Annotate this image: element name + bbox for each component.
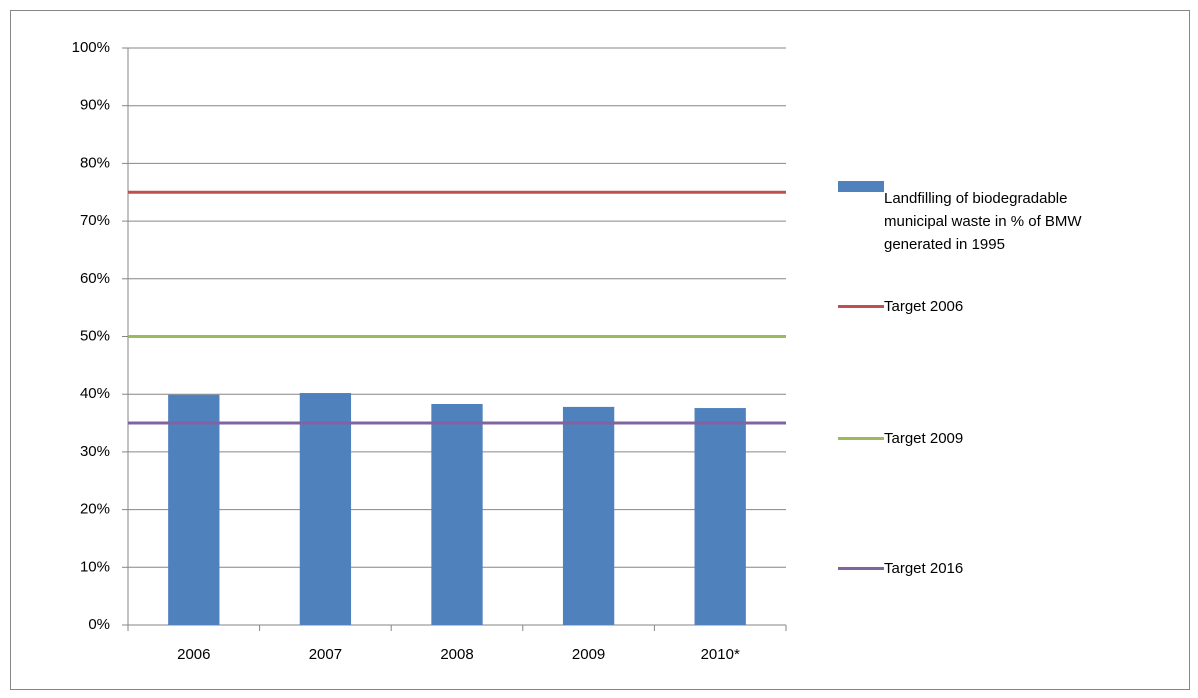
x-tick-label: 2006 (177, 646, 210, 663)
bar (562, 406, 615, 625)
bar (168, 394, 220, 625)
legend-label: Target 2009 (884, 430, 964, 447)
bar (299, 393, 352, 625)
y-tick-label: 70% (80, 212, 110, 229)
legend-label: Target 2016 (884, 560, 964, 577)
x-tick-label: 2009 (572, 646, 605, 663)
legend-item: Target 2006 (838, 295, 1099, 318)
y-tick-label: 60% (80, 270, 110, 287)
legend-key (838, 437, 884, 440)
y-tick-label: 50% (80, 327, 110, 344)
legend-item: Target 2009 (838, 427, 1099, 450)
legend-key (838, 305, 884, 308)
y-tick-label: 90% (80, 97, 110, 114)
y-tick-label: 20% (80, 501, 110, 518)
y-tick-label: 40% (80, 385, 110, 402)
legend-label: Landfilling of biodegradable municipal w… (884, 190, 1082, 253)
y-tick-label: 10% (80, 558, 110, 575)
bar (431, 404, 483, 625)
legend-label: Target 2006 (884, 298, 964, 315)
x-tick-label: 2007 (309, 646, 342, 663)
legend-key (838, 181, 884, 192)
legend-key (838, 567, 884, 570)
x-tick-label: 2008 (440, 646, 473, 663)
y-tick-label: 100% (72, 39, 110, 56)
legend-item: Target 2016 (838, 557, 1099, 580)
y-tick-label: 80% (80, 154, 110, 171)
x-tick-label: 2010* (701, 646, 740, 663)
legend-item: Landfilling of biodegradable municipal w… (838, 181, 1099, 256)
bar (694, 408, 746, 625)
y-tick-label: 0% (88, 616, 110, 633)
y-tick-label: 30% (80, 443, 110, 460)
